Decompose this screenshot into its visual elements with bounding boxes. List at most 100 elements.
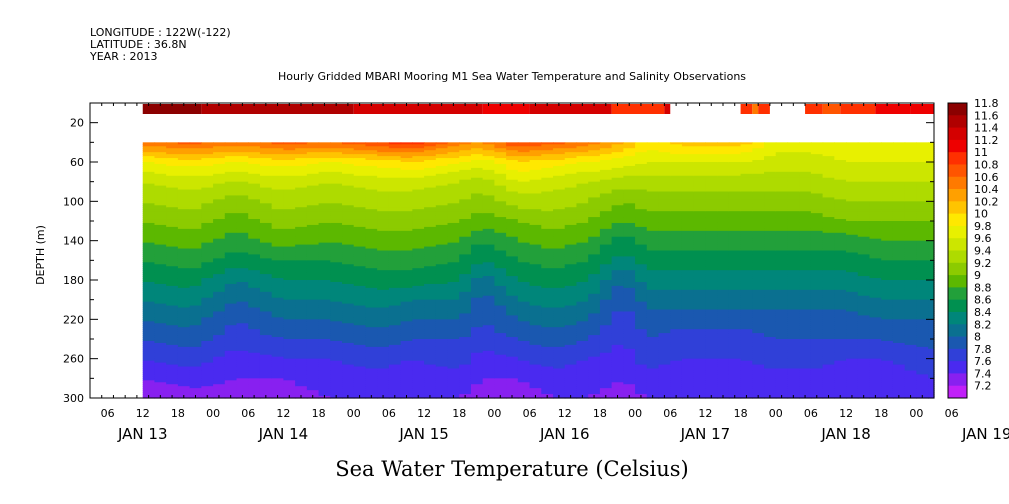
- temperature-cell: [494, 246, 507, 250]
- temperature-cell: [318, 309, 331, 313]
- temperature-cell: [506, 175, 519, 179]
- temperature-cell: [400, 171, 413, 175]
- temperature-cell: [388, 234, 402, 238]
- temperature-cell: [470, 291, 484, 295]
- temperature-cell: [470, 339, 484, 342]
- temperature-cell: [271, 325, 285, 328]
- temperature-cell: [306, 152, 320, 155]
- temperature-cell: [213, 319, 226, 322]
- temperature-cell: [342, 382, 355, 385]
- temperature-cell: [201, 266, 214, 269]
- temperature-cell: [283, 311, 296, 315]
- temperature-cell: [236, 301, 249, 305]
- temperature-cell: [248, 276, 261, 279]
- temperature-cell: [283, 193, 296, 197]
- temperature-cell: [201, 311, 214, 315]
- temperature-cell: [177, 240, 191, 244]
- temperature-cell: [342, 323, 355, 326]
- temperature-cell: [529, 388, 542, 391]
- temperature-cell: [189, 250, 202, 254]
- temperature-cell: [365, 380, 378, 383]
- temperature-cell: [271, 270, 285, 273]
- temperature-cell: [248, 293, 261, 297]
- temperature-cell: [553, 163, 566, 167]
- temperature-cell: [494, 368, 507, 372]
- temperature-cell: [154, 305, 167, 309]
- temperature-cell: [224, 297, 238, 301]
- temperature-cell: [564, 167, 578, 171]
- temperature-cell: [400, 228, 413, 232]
- temperature-cell: [388, 144, 402, 147]
- temperature-cell: [154, 232, 167, 236]
- temperature-cell: [295, 388, 308, 391]
- temperature-cell: [142, 258, 156, 261]
- temperature-cell: [283, 142, 296, 145]
- temperature-cell: [201, 179, 214, 183]
- temperature-cell: [529, 211, 542, 214]
- temperature-cell: [353, 162, 367, 165]
- temperature-cell: [529, 262, 542, 265]
- temperature-cell: [306, 297, 320, 301]
- temperature-cell: [224, 185, 238, 189]
- temperature-cell: [365, 289, 378, 293]
- temperature-cell: [166, 348, 179, 352]
- temperature-cell: [494, 256, 507, 259]
- temperature-cell: [142, 144, 156, 147]
- temperature-cell: [318, 209, 331, 212]
- temperature-cell: [388, 165, 402, 169]
- temperature-cell: [435, 181, 449, 185]
- temperature-cell: [365, 274, 378, 277]
- temperature-cell: [201, 221, 214, 224]
- temperature-cell: [330, 333, 343, 336]
- temperature-cell: [213, 211, 226, 214]
- temperature-cell: [365, 333, 378, 336]
- temperature-cell: [189, 222, 202, 226]
- temperature-cell: [353, 323, 367, 326]
- temperature-cell: [259, 317, 273, 320]
- temperature-cell: [365, 301, 378, 305]
- temperature-cell: [142, 234, 156, 238]
- temperature-cell: [201, 362, 214, 366]
- temperature-cell: [400, 309, 413, 313]
- temperature-cell: [318, 191, 331, 195]
- temperature-cell: [142, 262, 156, 265]
- temperature-cell: [506, 207, 519, 210]
- temperature-cell: [318, 173, 331, 177]
- temperature-cell: [400, 305, 413, 309]
- temperature-cell: [435, 384, 449, 387]
- temperature-cell: [494, 258, 507, 261]
- temperature-cell: [529, 285, 542, 289]
- latitude-label: LATITUDE : 36.8N: [90, 38, 187, 51]
- temperature-cell: [154, 321, 167, 324]
- temperature-cell: [271, 378, 285, 381]
- temperature-cell: [318, 207, 331, 210]
- temperature-cell: [330, 374, 343, 377]
- temperature-cell: [576, 221, 589, 224]
- temperature-cell: [424, 167, 437, 171]
- temperature-cell: [400, 354, 413, 358]
- temperature-cell: [447, 297, 460, 301]
- temperature-cell: [318, 366, 331, 370]
- temperature-cell: [166, 142, 179, 145]
- temperature-cell: [447, 201, 460, 204]
- temperature-cell: [306, 177, 320, 181]
- temperature-cell: [224, 177, 238, 181]
- temperature-cell: [342, 150, 355, 153]
- temperature-cell: [154, 185, 167, 189]
- temperature-cell: [400, 142, 413, 145]
- temperature-cell: [588, 175, 601, 179]
- temperature-cell: [154, 388, 167, 391]
- temperature-cell: [330, 335, 343, 338]
- temperature-cell: [224, 167, 238, 171]
- temperature-cell: [177, 171, 191, 175]
- temperature-cell: [564, 183, 578, 187]
- temperature-cell: [353, 342, 367, 346]
- temperature-cell: [283, 392, 296, 395]
- temperature-cell: [447, 315, 460, 318]
- temperature-cell: [248, 152, 261, 155]
- temperature-cell: [388, 248, 402, 252]
- temperature-cell: [248, 301, 261, 305]
- temperature-cell: [541, 321, 554, 324]
- temperature-cell: [541, 272, 554, 275]
- temperature-cell: [377, 319, 390, 322]
